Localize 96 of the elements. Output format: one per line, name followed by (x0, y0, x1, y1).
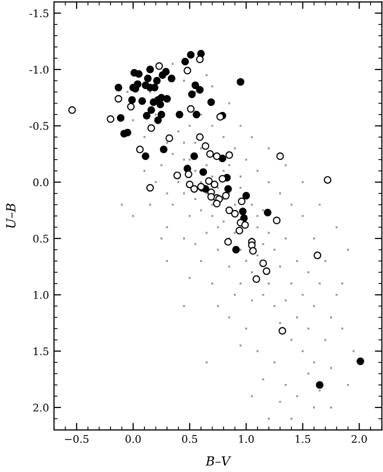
point (242, 192, 250, 200)
point (176, 110, 184, 118)
point (184, 66, 192, 74)
point (202, 142, 210, 150)
point (241, 221, 249, 229)
point (218, 174, 226, 183)
point (153, 76, 161, 85)
point (68, 106, 76, 114)
point (168, 74, 176, 82)
point (222, 192, 230, 200)
point (207, 98, 215, 106)
point (184, 170, 192, 178)
point (207, 192, 215, 201)
point (186, 180, 194, 188)
point (134, 70, 143, 78)
y-tick-label: 2.0 (33, 404, 48, 412)
point (210, 180, 218, 188)
point (163, 94, 171, 103)
point (173, 172, 182, 180)
point (114, 94, 122, 103)
point (114, 84, 122, 92)
y-tick-label: 1.0 (34, 291, 48, 299)
point (192, 110, 200, 118)
point (356, 357, 364, 366)
point (124, 128, 132, 136)
point (264, 208, 272, 216)
point (236, 226, 244, 234)
point (144, 74, 152, 82)
x-tick-label: 0.5 (182, 435, 198, 443)
point (106, 115, 114, 123)
y-tick-label: -0.5 (30, 122, 48, 130)
point (196, 56, 204, 64)
point (212, 152, 221, 160)
point (276, 152, 284, 160)
point (314, 252, 322, 260)
point (192, 81, 200, 90)
point (186, 105, 195, 113)
y-tick-label: -1.0 (30, 66, 48, 74)
point (146, 66, 154, 74)
point (231, 210, 239, 218)
point (116, 114, 125, 122)
point (190, 185, 198, 193)
point (225, 151, 234, 159)
x-axis-title: B–V (206, 456, 232, 466)
point (216, 112, 224, 121)
y-tick-label: -1.5 (30, 9, 48, 18)
point (272, 216, 281, 224)
point (196, 86, 204, 94)
x-tick-label: 0.0 (126, 435, 141, 443)
point (160, 146, 168, 154)
point (190, 152, 198, 160)
point (142, 152, 150, 160)
point (236, 78, 244, 86)
point (158, 110, 166, 118)
x-tick-label: 1.5 (296, 435, 310, 443)
y-tick-label: 0.0 (33, 178, 48, 186)
point (259, 259, 267, 268)
point (147, 106, 156, 114)
x-tick-label: 1.0 (239, 435, 254, 443)
point (238, 208, 247, 216)
point (252, 275, 260, 283)
point (155, 62, 163, 70)
point (224, 185, 232, 193)
point (138, 97, 146, 105)
point (262, 267, 270, 275)
point (158, 71, 166, 79)
point (249, 247, 257, 255)
point (199, 168, 208, 176)
point (181, 58, 189, 66)
point (232, 246, 240, 254)
point (127, 102, 135, 110)
x-tick-label: 2.0 (352, 435, 367, 443)
point (128, 96, 136, 104)
point (206, 150, 214, 158)
y-axis-title: U–B (6, 204, 16, 228)
y-tick-label: 0.5 (33, 234, 48, 243)
point (196, 133, 204, 141)
point (186, 51, 195, 59)
x-tick-label: −0.5 (65, 435, 88, 443)
point (316, 381, 324, 389)
point (156, 100, 164, 108)
point (278, 327, 286, 335)
y-tick-label: 1.5 (34, 347, 48, 356)
point (224, 238, 232, 246)
point (238, 197, 246, 206)
point (205, 177, 213, 185)
point (212, 200, 221, 208)
point (166, 134, 174, 142)
point (188, 90, 196, 98)
point (142, 112, 151, 120)
point (147, 124, 156, 132)
point (136, 146, 144, 154)
point (225, 206, 234, 214)
point (324, 176, 332, 184)
point (146, 184, 154, 192)
point (154, 116, 162, 124)
